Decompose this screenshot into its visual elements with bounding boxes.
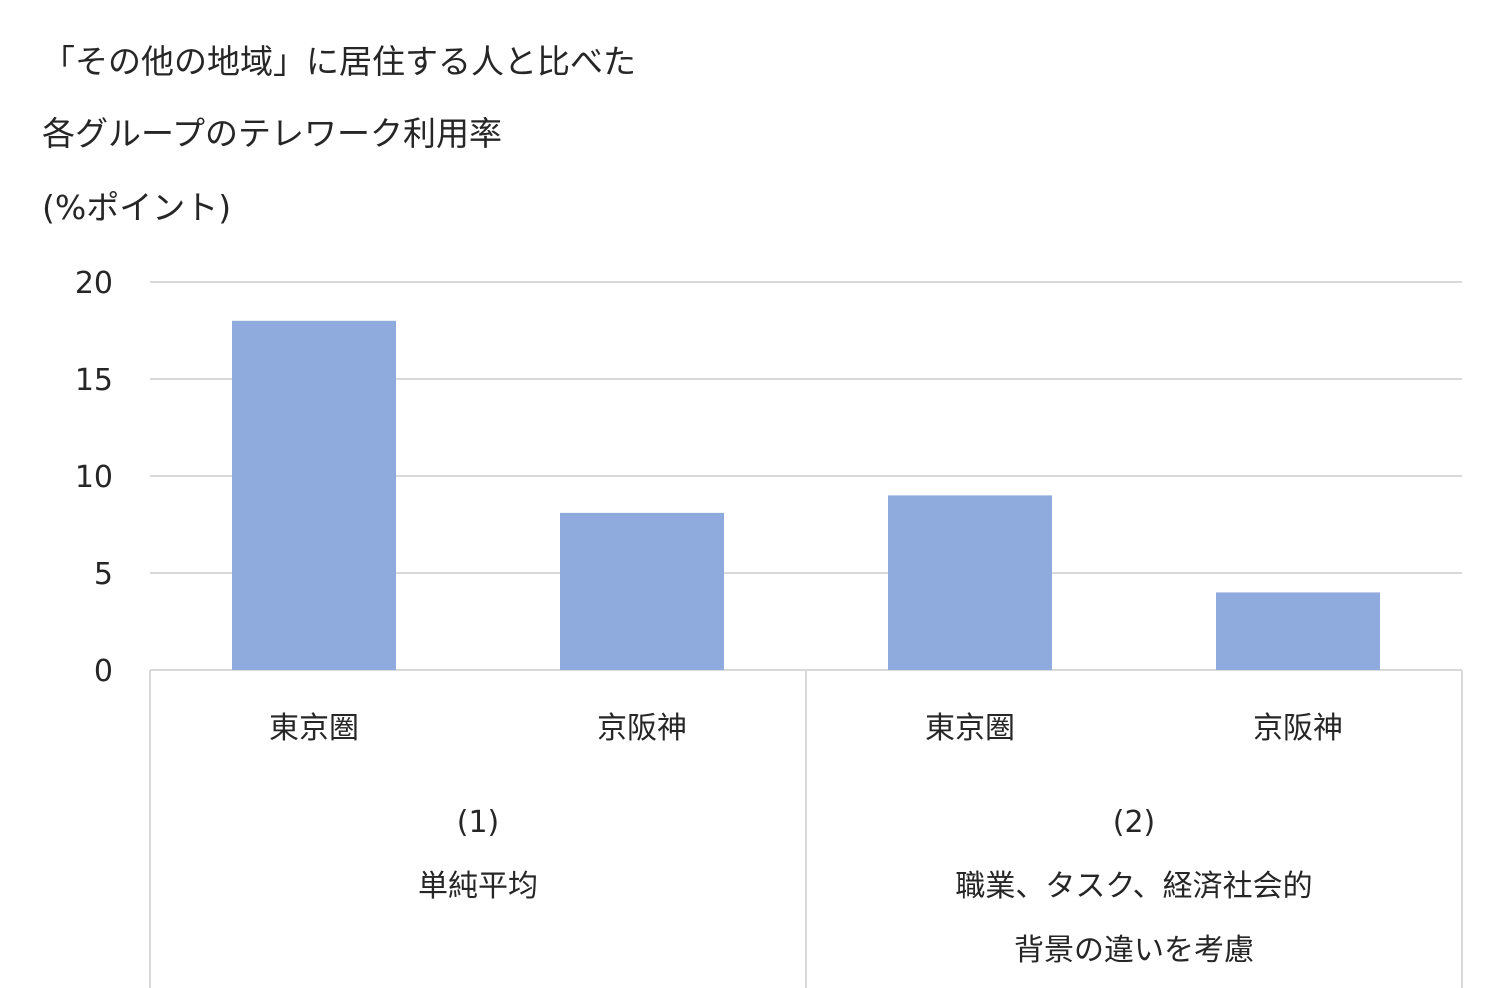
chart-title-line-2: 各グループのテレワーク利用率 (42, 114, 503, 153)
y-tick-label: 10 (75, 460, 113, 495)
category-label: 東京圏 (925, 711, 1015, 746)
chart-title-line-1: 「その他の地域」に居住する人と比べた (42, 42, 636, 81)
category-label: 京阪神 (1253, 711, 1343, 746)
category-label: 東京圏 (269, 711, 359, 746)
bar-1-0 (888, 495, 1052, 670)
group-label: 背景の違いを考慮 (1014, 933, 1254, 968)
bar-1-1 (1216, 592, 1380, 670)
bar-0-0 (232, 320, 396, 670)
y-tick-label: 0 (94, 654, 113, 689)
category-label: 京阪神 (597, 711, 687, 746)
y-tick-label: 20 (75, 266, 113, 301)
y-tick-label: 15 (75, 363, 113, 398)
bar-0-1 (560, 512, 724, 670)
group-label: 職業、タスク、経済社会的 (955, 869, 1312, 904)
group-label: 単純平均 (418, 869, 538, 904)
group-label: (2) (1113, 805, 1156, 840)
chart-title-line-3: (%ポイント) (42, 188, 232, 227)
y-tick-label: 5 (94, 557, 113, 592)
group-label: (1) (457, 805, 500, 840)
